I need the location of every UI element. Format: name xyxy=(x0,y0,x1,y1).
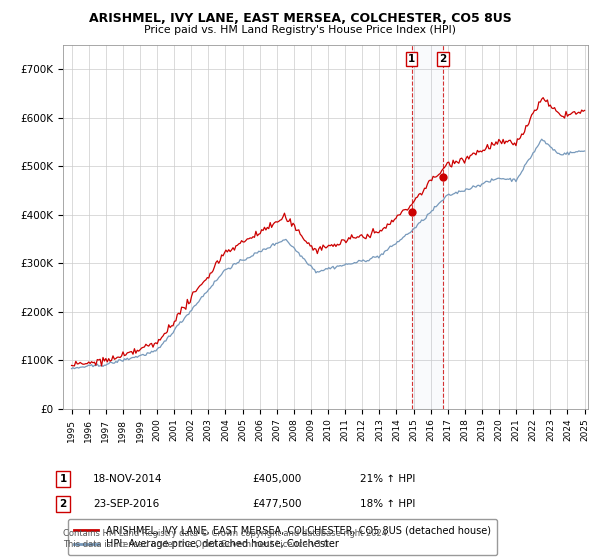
Text: 21% ↑ HPI: 21% ↑ HPI xyxy=(360,474,415,484)
Text: 2: 2 xyxy=(59,499,67,509)
Text: 2: 2 xyxy=(440,54,447,64)
Text: 23-SEP-2016: 23-SEP-2016 xyxy=(93,499,159,509)
Bar xyxy=(412,45,443,409)
Legend: ARISHMEL, IVY LANE, EAST MERSEA, COLCHESTER, CO5 8US (detached house), HPI: Aver: ARISHMEL, IVY LANE, EAST MERSEA, COLCHES… xyxy=(68,519,497,555)
Text: £477,500: £477,500 xyxy=(252,499,302,509)
Text: 1: 1 xyxy=(408,54,415,64)
Text: Contains HM Land Registry data © Crown copyright and database right 2024.
This d: Contains HM Land Registry data © Crown c… xyxy=(63,529,389,549)
Text: 18% ↑ HPI: 18% ↑ HPI xyxy=(360,499,415,509)
Text: £405,000: £405,000 xyxy=(252,474,301,484)
Text: 1: 1 xyxy=(59,474,67,484)
Text: Price paid vs. HM Land Registry's House Price Index (HPI): Price paid vs. HM Land Registry's House … xyxy=(144,25,456,35)
Text: ARISHMEL, IVY LANE, EAST MERSEA, COLCHESTER, CO5 8US: ARISHMEL, IVY LANE, EAST MERSEA, COLCHES… xyxy=(89,12,511,25)
Text: 18-NOV-2014: 18-NOV-2014 xyxy=(93,474,163,484)
